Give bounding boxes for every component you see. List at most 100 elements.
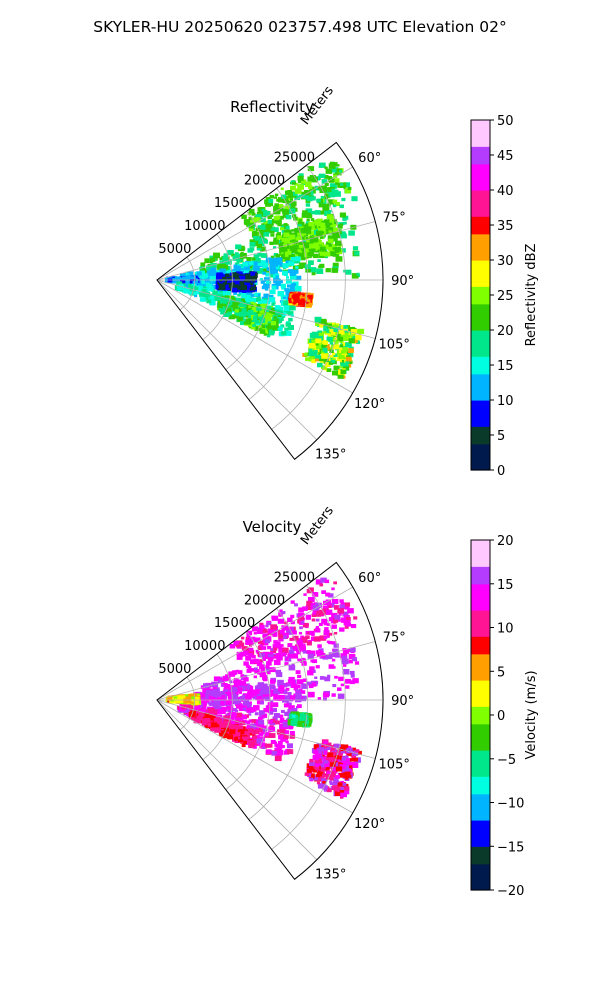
echo-gate: [305, 221, 310, 225]
echo-gate: [288, 665, 296, 671]
echo-gate: [242, 701, 250, 707]
echo-gate: [328, 361, 333, 365]
echo-gate: [255, 227, 260, 232]
echo-gate: [324, 579, 330, 584]
echo-gate: [328, 632, 333, 636]
echo-gate: [343, 187, 347, 190]
colorbar-tick-label: −10: [497, 797, 524, 812]
echo-gate: [180, 703, 185, 707]
echo-gate: [291, 253, 295, 257]
echo-gate: [269, 308, 275, 313]
echo-gate: [313, 750, 319, 755]
echo-gate: [325, 268, 331, 273]
echo-gate: [256, 661, 263, 667]
echo-gate: [343, 620, 351, 626]
echo-gate: [295, 275, 302, 281]
echo-gate: [198, 716, 203, 721]
echo-gate: [232, 687, 238, 692]
echo-gate: [205, 696, 209, 699]
colorbar-segment: [471, 408, 490, 419]
echo-gate: [332, 204, 337, 208]
echo-gate: [342, 669, 350, 675]
echo-gate: [236, 644, 240, 648]
echo-gate: [232, 712, 237, 717]
echo-gate: [227, 303, 231, 307]
echo-gate: [235, 297, 242, 303]
echo-gate: [275, 653, 282, 658]
echo-gate: [309, 758, 314, 763]
echo-gate: [269, 294, 274, 299]
echo-gate: [283, 652, 287, 656]
echo-gate: [258, 300, 262, 304]
echo-gate: [342, 772, 350, 778]
echo-gate: [264, 320, 271, 326]
echo-gate: [315, 765, 323, 771]
echo-gate: [332, 785, 339, 791]
echo-gate: [352, 246, 359, 251]
echo-gate: [351, 755, 357, 760]
colorbar-segment: [471, 671, 490, 681]
echo-gate: [247, 739, 252, 743]
echo-gate: [329, 762, 336, 767]
echo-gate: [331, 267, 338, 273]
echo-gate: [241, 214, 247, 219]
echo-gate: [334, 675, 338, 679]
echo-gate: [325, 599, 332, 605]
echo-gate: [306, 239, 310, 243]
echo-gate: [187, 704, 194, 710]
echo-gate: [324, 763, 330, 768]
echo-gate: [322, 347, 328, 352]
echo-gate: [177, 697, 182, 701]
echo-gate: [235, 271, 243, 277]
echo-gate: [196, 715, 201, 719]
echo-gate: [290, 274, 297, 279]
echo-gate: [319, 635, 327, 641]
azimuth-spoke: [156, 279, 318, 441]
echo-gate: [333, 365, 340, 371]
echo-gate: [233, 314, 238, 319]
echo-gate: [224, 684, 230, 689]
echo-gate: [315, 358, 319, 362]
echo-gate: [251, 731, 256, 735]
echo-gate: [269, 711, 274, 715]
colorbar-segment: [471, 575, 490, 585]
echo-gate: [256, 695, 262, 700]
echo-gate: [345, 678, 352, 684]
echo-gate: [330, 322, 335, 327]
echo-gate: [317, 330, 323, 335]
echo-gate: [331, 243, 338, 249]
echo-gate: [317, 362, 323, 368]
echo-gate: [263, 707, 268, 712]
range-ring: [179, 256, 196, 311]
echo-gate: [327, 324, 332, 328]
echo-gate: [356, 329, 363, 334]
echo-gate: [331, 765, 339, 771]
echo-gate: [269, 289, 276, 295]
echo-gate: [340, 761, 348, 767]
echo-gate: [261, 223, 265, 226]
echo-gate: [213, 700, 221, 706]
colorbar-segment: [471, 155, 490, 165]
echo-gate: [223, 311, 230, 317]
echo-gate: [297, 638, 302, 642]
echo-gate: [332, 219, 337, 223]
echo-gate: [307, 681, 312, 686]
echo-gate: [334, 605, 339, 609]
echo-gate: [285, 657, 289, 661]
azimuth-tick-label: 75°: [383, 630, 406, 645]
echo-gate: [276, 257, 283, 262]
echo-gate: [247, 691, 254, 698]
echo-gate: [236, 669, 240, 673]
echo-gate: [289, 637, 294, 641]
echo-gate: [348, 338, 355, 344]
echo-gate: [207, 708, 215, 714]
echo-gate: [309, 777, 313, 781]
echo-gate: [319, 189, 324, 193]
colorbar-segment: [471, 128, 490, 139]
echo-gate: [340, 334, 347, 339]
echo-gate: [222, 304, 227, 308]
echo-gate: [212, 726, 216, 729]
echo-gate: [326, 747, 331, 751]
echo-gate: [307, 251, 314, 257]
echo-gate: [263, 732, 270, 737]
